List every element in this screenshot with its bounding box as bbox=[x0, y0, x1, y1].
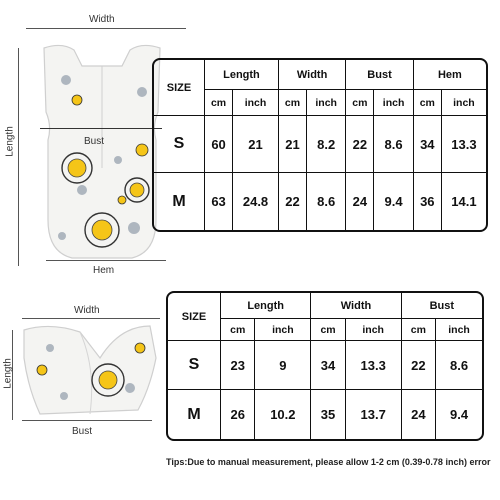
value-cell: 8.6 bbox=[436, 341, 482, 390]
table-row: M 63 24.8 22 8.6 24 9.4 36 14.1 bbox=[154, 173, 486, 230]
value-cell: 8.6 bbox=[307, 173, 347, 230]
value-cell: 22 bbox=[279, 173, 308, 230]
hem-label: Hem bbox=[93, 265, 115, 276]
width-label: Width bbox=[74, 305, 100, 316]
size-table-swaddle: SIZE Length Width Bust cm inch cm inch c… bbox=[166, 291, 484, 441]
column-width: Width bbox=[278, 60, 347, 90]
size-cell: M bbox=[154, 173, 205, 230]
bust-label: Bust bbox=[72, 426, 93, 437]
width-label: Width bbox=[89, 14, 115, 25]
column-length: Length bbox=[205, 60, 279, 90]
hem-dimension-line bbox=[46, 260, 166, 261]
value-cell: 14.1 bbox=[451, 194, 477, 209]
bust-dimension-line bbox=[22, 420, 152, 421]
value-cell: 8.6 bbox=[374, 116, 414, 173]
unit-cell: cm bbox=[311, 319, 346, 341]
size-header: SIZE bbox=[154, 60, 205, 116]
width-dimension-line bbox=[22, 318, 160, 319]
unit-cell: cm bbox=[346, 90, 375, 116]
swaddle-illustration bbox=[23, 325, 157, 415]
value-cell: 9 bbox=[255, 341, 312, 390]
value-cell: 21 bbox=[233, 116, 279, 173]
bust-dimension-line bbox=[40, 128, 162, 129]
table-row: S 60 21 21 8.2 22 8.6 34 13.3 bbox=[154, 116, 486, 173]
size-cell: S bbox=[168, 341, 221, 390]
unit-cell: inch bbox=[307, 90, 347, 116]
unit-cell: inch bbox=[345, 319, 402, 341]
value-cell: 8.2 bbox=[307, 116, 347, 173]
column-hem: Hem bbox=[413, 60, 486, 90]
value-cell: 13.7 bbox=[346, 390, 402, 439]
measurement-tips-note: Tips:Due to manual measurement, please a… bbox=[166, 457, 491, 467]
value-cell: 24 bbox=[346, 173, 375, 230]
unit-cell: cm bbox=[413, 90, 442, 116]
value-cell: 24 bbox=[402, 390, 437, 439]
value-cell: 9.4 bbox=[374, 173, 414, 230]
value-cell: 13.3 bbox=[345, 341, 402, 390]
column-length: Length bbox=[221, 293, 312, 319]
length-dimension-line bbox=[12, 330, 13, 420]
unit-cell: inch bbox=[255, 319, 312, 341]
value-cell: 24.8 bbox=[233, 173, 279, 230]
sleep-sack-illustration bbox=[43, 44, 161, 259]
column-bust: Bust bbox=[401, 293, 482, 319]
unit-cell: cm bbox=[205, 90, 234, 116]
size-header: SIZE bbox=[168, 293, 221, 341]
unit-cell: inch bbox=[233, 90, 279, 116]
value-cell: 9.4 bbox=[449, 407, 469, 422]
width-dimension-line bbox=[26, 28, 186, 29]
unit-cell: inch bbox=[436, 319, 482, 341]
unit-cell: cm bbox=[401, 319, 437, 341]
value-cell: 36 bbox=[414, 173, 442, 230]
value-cell: 22 bbox=[346, 116, 375, 173]
length-dimension-line bbox=[18, 48, 19, 266]
table-row: S 23 9 34 13.3 22 8.6 bbox=[168, 341, 482, 390]
value-cell: 26 bbox=[221, 390, 256, 439]
size-cell: S bbox=[154, 116, 205, 173]
value-cell: 63 bbox=[205, 173, 234, 230]
length-label: Length bbox=[4, 126, 16, 157]
value-cell: 60 bbox=[205, 116, 234, 173]
value-cell: 34 bbox=[413, 116, 442, 173]
size-cell: M bbox=[168, 390, 221, 439]
value-cell: 22 bbox=[401, 341, 437, 390]
table-row: M 26 10.2 35 13.7 24 9.4 bbox=[168, 390, 482, 439]
bust-label: Bust bbox=[84, 136, 105, 147]
value-cell: 23 bbox=[221, 341, 256, 390]
value-cell: 34 bbox=[311, 341, 346, 390]
unit-cell: cm bbox=[278, 90, 308, 116]
length-label: Length bbox=[2, 358, 14, 389]
column-bust: Bust bbox=[346, 60, 414, 90]
unit-cell: cm bbox=[221, 319, 256, 341]
column-width: Width bbox=[311, 293, 402, 319]
value-cell: 10.2 bbox=[255, 390, 312, 439]
unit-cell: inch bbox=[441, 90, 486, 116]
value-cell: 21 bbox=[278, 116, 308, 173]
size-table-sleep-sack: SIZE Length Width Bust Hem cm inch cm in… bbox=[152, 58, 488, 232]
value-cell: 35 bbox=[311, 390, 346, 439]
value-cell: 13.3 bbox=[441, 116, 486, 173]
unit-cell: inch bbox=[374, 90, 414, 116]
